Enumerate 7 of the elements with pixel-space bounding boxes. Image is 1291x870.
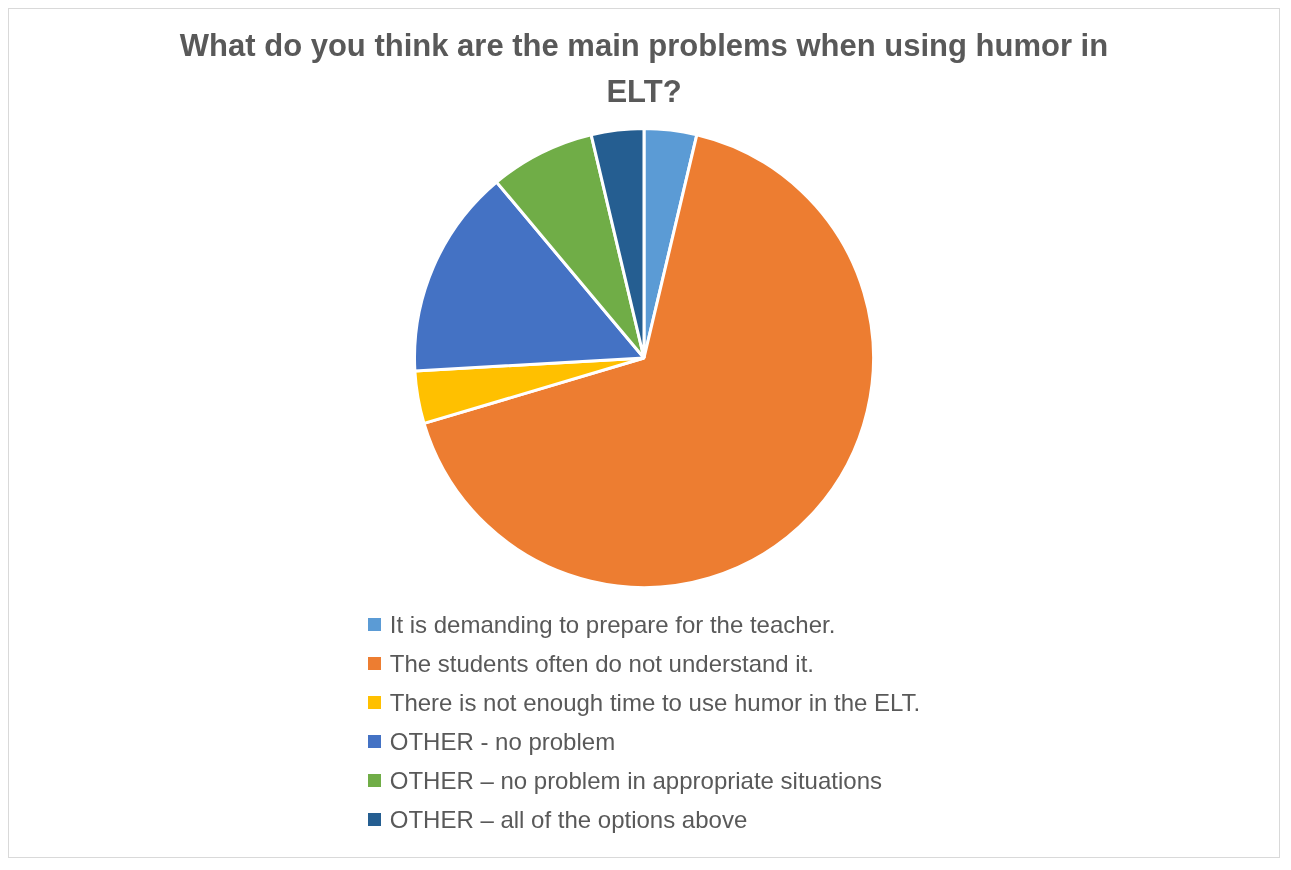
- legend-label: OTHER - no problem: [389, 727, 616, 756]
- chart-title: What do you think are the main problems when using humor in ELT?: [178, 27, 1110, 111]
- legend-label: OTHER – all of the options above: [389, 805, 748, 834]
- legend-label: It is demanding to prepare for the teacher.: [389, 610, 836, 639]
- legend-label: The students often do not understand it.: [389, 649, 815, 678]
- legend-label: OTHER – no problem in appropriate situations: [389, 766, 882, 795]
- legend-label: There is not enough time to use humor in the ELT.: [389, 688, 921, 717]
